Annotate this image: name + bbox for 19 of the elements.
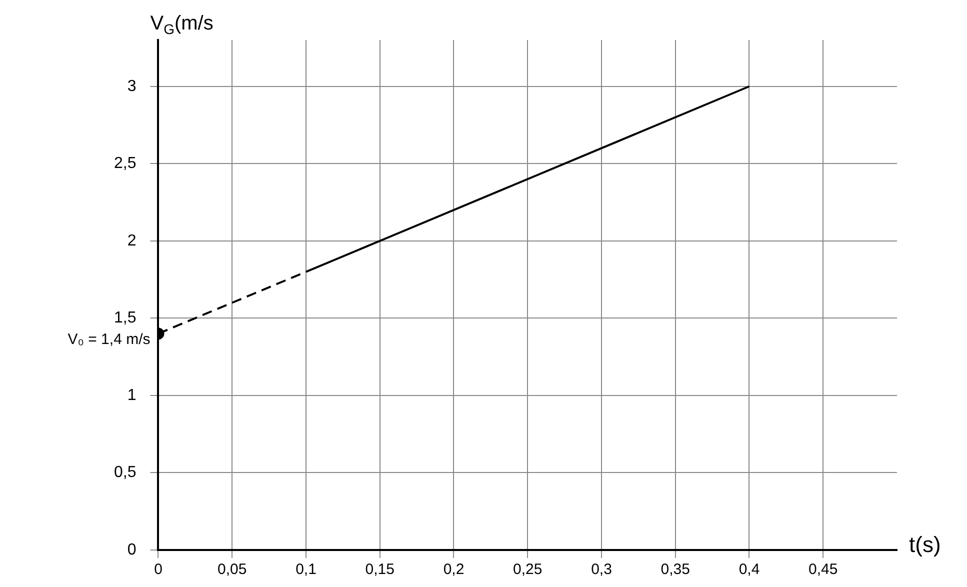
y-tick-label: 2 — [127, 232, 136, 250]
x-tick-label: 0,45 — [808, 561, 838, 578]
x-tick-label: 0,2 — [443, 561, 464, 578]
y-tick-label: 0 — [127, 541, 136, 558]
x-tick-label: 0,05 — [218, 561, 247, 578]
x-tick-label: 0,3 — [591, 561, 612, 578]
x-tick-label: 0,1 — [296, 561, 316, 578]
x-tick-label: 0 — [154, 561, 162, 578]
y-tick-label: 2,5 — [114, 155, 136, 172]
annotation: V₀ = 1,4 m/s — [68, 330, 150, 348]
x-axis-title: t(s) — [909, 532, 941, 558]
y-tick-label: 1,5 — [114, 310, 136, 327]
y-tick-label: 0,5 — [114, 464, 136, 482]
x-tick-label: 0,15 — [365, 561, 394, 578]
x-tick-label: 0,25 — [513, 561, 542, 578]
y-tick-label: 3 — [127, 78, 136, 95]
x-tick-label: 0,35 — [660, 561, 690, 578]
y-tick-label: 1 — [127, 386, 136, 404]
x-tick-label: 0,4 — [738, 561, 760, 578]
